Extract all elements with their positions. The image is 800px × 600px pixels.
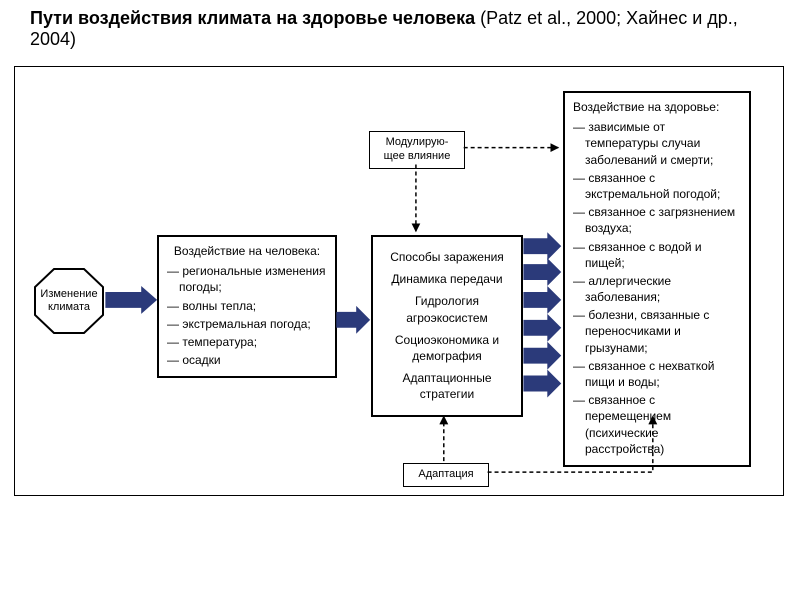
adaptation-label: Адаптация bbox=[418, 468, 473, 480]
box3-item: — аллергические заболевания; bbox=[573, 273, 741, 305]
box3-item: — связанное с перемещением (психические … bbox=[573, 392, 741, 457]
box2-item: Социоэкономика и демография bbox=[381, 332, 513, 364]
box1-item: — экстремальная погода; bbox=[167, 316, 327, 332]
box2-item: Способы заражения bbox=[381, 249, 513, 265]
box1-item: — региональные изменения погоды; bbox=[167, 263, 327, 295]
node-start: Изменение климата bbox=[33, 267, 105, 335]
modulating-line1: Модулирую- bbox=[376, 136, 458, 150]
box1-item: — осадки bbox=[167, 352, 327, 368]
box2-item: Динамика передачи bbox=[381, 271, 513, 287]
box3-item: — болезни, связанные с переносчиками и г… bbox=[573, 307, 741, 356]
box2-item: Адаптационные стратегии bbox=[381, 370, 513, 402]
box2-item: Гидрология агроэкосистем bbox=[381, 293, 513, 325]
node-box1: Воздействие на человека: — региональные … bbox=[157, 235, 337, 378]
node-box2: Способы заражения Динамика передачи Гидр… bbox=[371, 235, 523, 417]
arrow-box1-to-box2 bbox=[336, 306, 370, 334]
page-title: Пути воздействия климата на здоровье чел… bbox=[0, 0, 800, 56]
modulating-line2: щее влияние bbox=[376, 150, 458, 164]
box3-item: — связанное с экстремальной погодой; bbox=[573, 170, 741, 202]
box3-item: — связанное с загрязнением воздуха; bbox=[573, 204, 741, 236]
box3-title: Воздействие на здоровье: bbox=[573, 99, 741, 115]
node-box3: Воздействие на здоровье: — зависимые от … bbox=[563, 91, 751, 467]
diagram-canvas: Изменение климата Модулирую- щее влияние… bbox=[14, 66, 784, 496]
arrow-start-to-box1 bbox=[105, 286, 157, 314]
box1-title: Воздействие на человека: bbox=[167, 243, 327, 259]
arrows-box2-to-box3 bbox=[523, 232, 561, 397]
box1-item: — температура; bbox=[167, 334, 327, 350]
box3-item: — зависимые от температуры случаи заболе… bbox=[573, 119, 741, 168]
node-modulating: Модулирую- щее влияние bbox=[369, 131, 465, 169]
node-adaptation: Адаптация bbox=[403, 463, 489, 487]
box3-item: — связанное с водой и пищей; bbox=[573, 239, 741, 271]
title-bold: Пути воздействия климата на здоровье чел… bbox=[30, 8, 475, 28]
box1-item: — волны тепла; bbox=[167, 298, 327, 314]
box3-item: — связанное с нехваткой пищи и воды; bbox=[573, 358, 741, 390]
node-start-label: Изменение климата bbox=[33, 288, 105, 314]
